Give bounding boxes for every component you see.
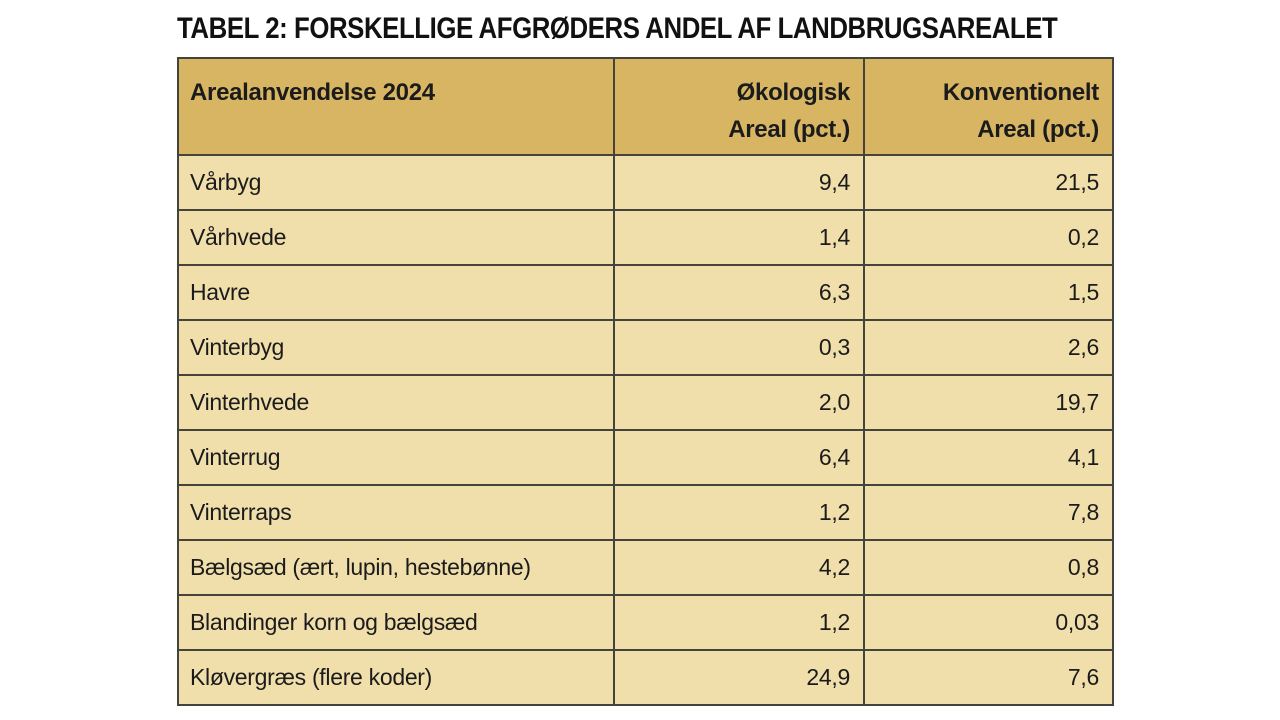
okologisk-value-cell: 1,2 [613, 484, 865, 541]
column-header-arealanvendelse: Arealanvendelse 2024 [177, 57, 615, 156]
crop-name-cell: Vinterbyg [177, 319, 615, 376]
okologisk-value-cell: 6,3 [613, 264, 865, 321]
okologisk-value-cell: 6,4 [613, 429, 865, 486]
konventionelt-value-cell: 19,7 [863, 374, 1114, 431]
crop-name-cell: Bælgsæd (ært, lupin, hestebønne) [177, 539, 615, 596]
crop-name-cell: Vinterraps [177, 484, 615, 541]
table-row: Vinterhvede 2,0 19,7 [177, 374, 1114, 431]
konventionelt-value-cell: 1,5 [863, 264, 1114, 321]
table-row: Vinterrug 6,4 4,1 [177, 429, 1114, 486]
okologisk-value-cell: 4,2 [613, 539, 865, 596]
konventionelt-value-cell: 4,1 [863, 429, 1114, 486]
header-row: Arealanvendelse 2024 Økologisk Areal (pc… [177, 57, 1114, 156]
column-header-konventionelt: Konventionelt Areal (pct.) [863, 57, 1114, 156]
crop-name-cell: Kløvergræs (flere koder) [177, 649, 615, 706]
konventionelt-value-cell: 2,6 [863, 319, 1114, 376]
column-header-okologisk: Økologisk Areal (pct.) [613, 57, 865, 156]
okologisk-value-cell: 9,4 [613, 154, 865, 211]
okologisk-value-cell: 1,4 [613, 209, 865, 266]
column-header-line2: Areal (pct.) [728, 116, 850, 143]
column-header-line1: Økologisk [736, 79, 851, 106]
crop-name-cell: Blandinger korn og bælgsæd [177, 594, 615, 651]
konventionelt-value-cell: 0,8 [863, 539, 1114, 596]
okologisk-value-cell: 0,3 [613, 319, 865, 376]
konventionelt-value-cell: 0,2 [863, 209, 1114, 266]
table-body: Vårbyg 9,4 21,5 Vårhvede 1,4 0,2 Havre 6… [177, 154, 1114, 706]
table-row: Havre 6,3 1,5 [177, 264, 1114, 321]
crop-name-cell: Havre [177, 264, 615, 321]
table-row: Blandinger korn og bælgsæd 1,2 0,03 [177, 594, 1114, 651]
okologisk-value-cell: 1,2 [613, 594, 865, 651]
table-title: TABEL 2: FORSKELLIGE AFGRØDERS ANDEL AF … [177, 12, 1058, 45]
konventionelt-value-cell: 7,6 [863, 649, 1114, 706]
crop-name-cell: Vårhvede [177, 209, 615, 266]
crop-name-cell: Vinterhvede [177, 374, 615, 431]
table-row: Kløvergræs (flere koder) 24,9 7,6 [177, 649, 1114, 706]
crop-name-cell: Vårbyg [177, 154, 615, 211]
konventionelt-value-cell: 7,8 [863, 484, 1114, 541]
table-row: Vårhvede 1,4 0,2 [177, 209, 1114, 266]
table-header: Arealanvendelse 2024 Økologisk Areal (pc… [177, 57, 1114, 156]
column-header-line1: Konventionelt [942, 79, 1099, 106]
table-row: Vinterbyg 0,3 2,6 [177, 319, 1114, 376]
okologisk-value-cell: 2,0 [613, 374, 865, 431]
okologisk-value-cell: 24,9 [613, 649, 865, 706]
konventionelt-value-cell: 21,5 [863, 154, 1114, 211]
crop-name-cell: Vinterrug [177, 429, 615, 486]
table-row: Bælgsæd (ært, lupin, hestebønne) 4,2 0,8 [177, 539, 1114, 596]
konventionelt-value-cell: 0,03 [863, 594, 1114, 651]
table-row: Vårbyg 9,4 21,5 [177, 154, 1114, 211]
table-row: Vinterraps 1,2 7,8 [177, 484, 1114, 541]
column-header-label: Arealanvendelse 2024 [190, 79, 435, 106]
column-header-line2: Areal (pct.) [977, 116, 1099, 143]
crop-share-table: Arealanvendelse 2024 Økologisk Areal (pc… [177, 57, 1114, 706]
